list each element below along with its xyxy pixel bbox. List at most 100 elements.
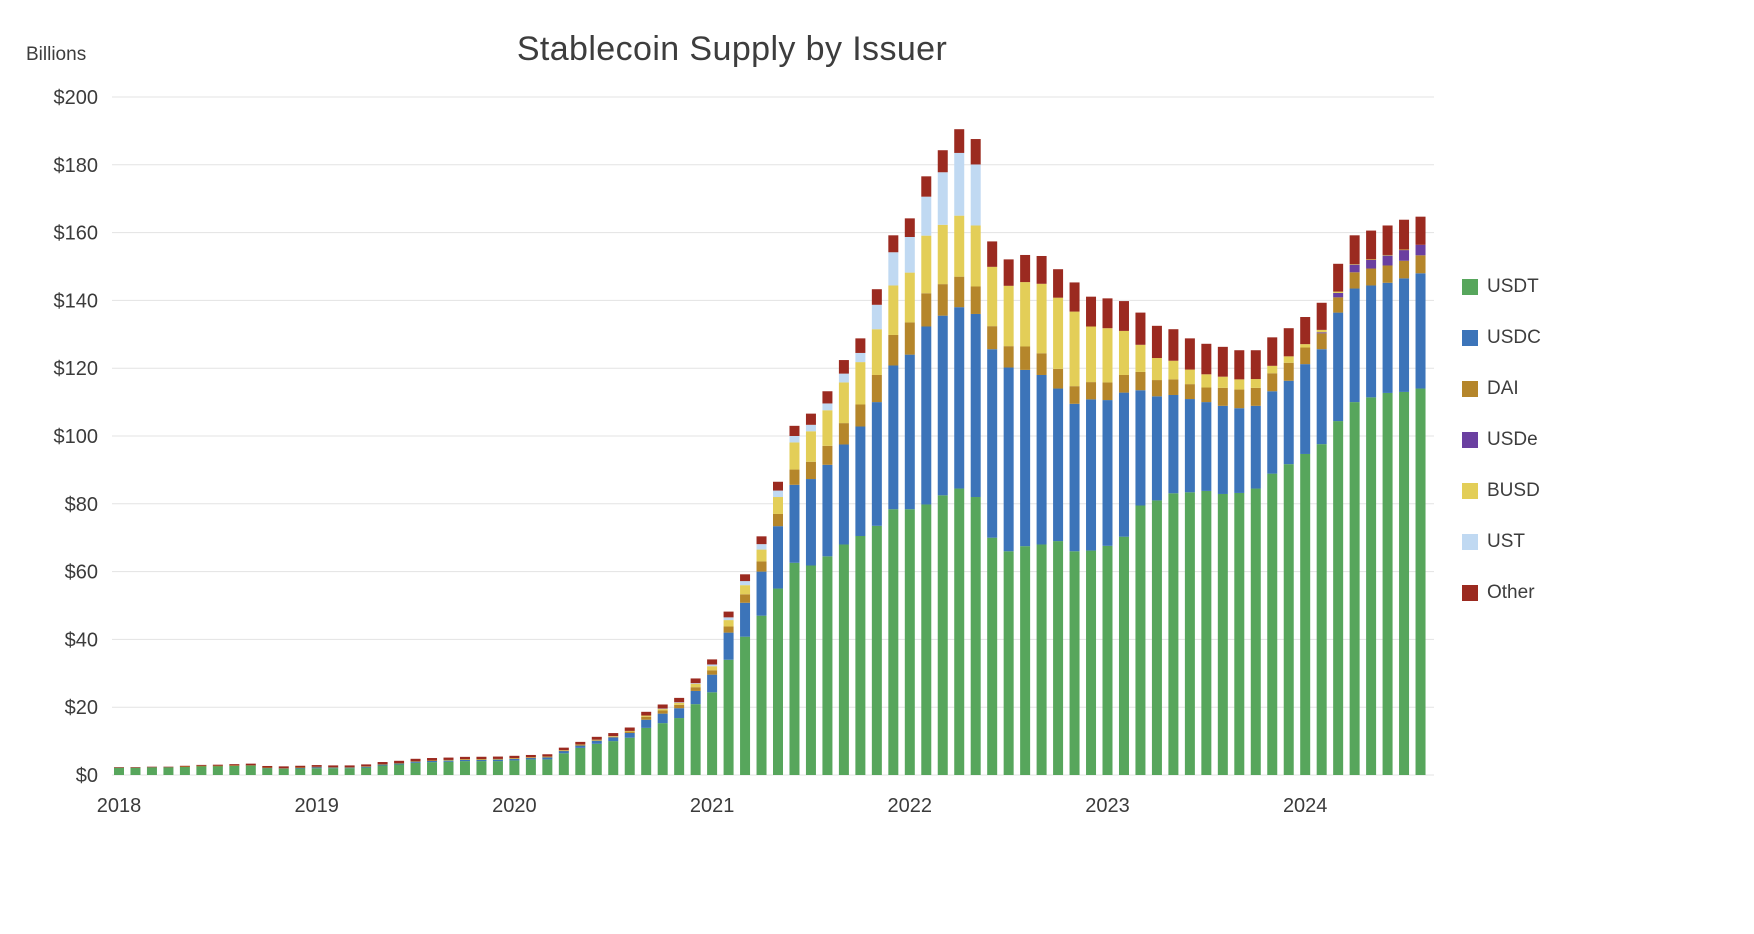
stacked-bar-2021-02	[723, 611, 734, 775]
stacked-bar-2022-08	[1020, 254, 1031, 775]
stacked-bar-2018-07	[212, 764, 223, 775]
y-axis-title: Billions	[26, 44, 87, 65]
stacked-bar-2022-06	[987, 241, 998, 775]
y-tick-label: $160	[54, 223, 99, 245]
stacked-bar-2018-09	[245, 763, 256, 775]
stacked-bar-2023-07	[1201, 343, 1212, 775]
y-tick-label: $0	[76, 765, 98, 787]
y-tick-label: $140	[54, 290, 99, 312]
stacked-bar-2023-01	[1102, 298, 1113, 775]
legend-swatch-busd	[1462, 483, 1478, 499]
y-tick-label: $180	[54, 155, 99, 177]
legend-swatch-usde	[1462, 432, 1478, 448]
y-tick-label: $200	[54, 87, 99, 109]
stacked-bar-2020-05	[575, 741, 586, 775]
stacked-bar-2018-08	[229, 764, 240, 775]
stacked-bar-2020-01	[509, 755, 520, 775]
legend-label: UST	[1487, 531, 1525, 552]
stacked-bar-2019-06	[394, 760, 405, 775]
stacked-bar-2022-09	[1036, 255, 1047, 775]
stacked-bar-2024-05	[1366, 230, 1377, 775]
legend-label: Other	[1487, 582, 1535, 603]
stacked-bar-2020-08	[624, 727, 635, 775]
legend-label: DAI	[1487, 378, 1519, 399]
stacked-bar-2023-03	[1135, 312, 1146, 775]
x-tick-label: 2018	[97, 795, 142, 817]
legend-label: USDe	[1487, 429, 1538, 450]
x-tick-label: 2019	[294, 795, 339, 817]
stacked-bar-2019-12	[492, 756, 503, 775]
stacked-bar-2019-10	[459, 756, 470, 775]
stacked-bar-2019-08	[427, 758, 438, 775]
stacked-bar-2019-05	[377, 762, 388, 775]
x-tick-label: 2024	[1283, 795, 1328, 817]
stacked-bar-2021-11	[871, 289, 882, 776]
stacked-bar-2022-07	[1003, 259, 1014, 775]
x-tick-label: 2022	[888, 795, 933, 817]
stacked-bar-2019-11	[476, 756, 487, 775]
stacked-bar-2018-05	[179, 765, 190, 775]
stacked-bar-2022-05	[970, 139, 981, 775]
legend-item-usde: USDe	[1462, 429, 1541, 451]
stacked-bar-2019-09	[443, 757, 454, 775]
y-tick-label: $120	[54, 358, 99, 380]
stacked-bar-2020-09	[641, 711, 652, 775]
stacked-bar-2020-10	[657, 704, 668, 775]
stacked-bar-2023-10	[1250, 350, 1261, 775]
legend-item-usdc: USDC	[1462, 327, 1541, 349]
stacked-bar-2021-06	[789, 425, 800, 775]
legend-label: USDT	[1487, 276, 1539, 297]
stacked-bar-2020-02	[525, 754, 536, 775]
stacked-bar-2023-08	[1217, 346, 1228, 775]
legend-item-busd: BUSD	[1462, 480, 1541, 502]
y-tick-label: $40	[65, 629, 98, 651]
stacked-bar-2022-12	[1086, 296, 1097, 775]
stacked-bar-2018-03	[146, 766, 157, 775]
y-tick-label: $20	[65, 697, 98, 719]
legend-swatch-usdc	[1462, 330, 1478, 346]
stacked-bar-2024-04	[1349, 235, 1360, 775]
stacked-bar-2022-02	[921, 176, 932, 775]
legend-item-ust: UST	[1462, 531, 1541, 553]
stacked-bar-2024-06	[1382, 225, 1393, 775]
y-tick-label: $60	[65, 562, 98, 584]
stacked-bar-2022-03	[937, 150, 948, 775]
stacked-bar-2021-10	[855, 338, 866, 775]
stacked-bar-2021-01	[707, 659, 718, 775]
legend-item-dai: DAI	[1462, 378, 1541, 400]
stacked-bar-2018-01	[114, 767, 124, 775]
stacked-bar-2020-04	[558, 747, 569, 775]
stacked-bar-2018-04	[163, 766, 174, 775]
stacked-bar-2023-05	[1168, 329, 1179, 775]
stacked-bar-2020-03	[542, 754, 553, 775]
stacked-bar-2021-12	[888, 235, 899, 775]
legend-swatch-other	[1462, 585, 1478, 601]
stacked-bar-2019-03	[344, 765, 355, 775]
stacked-bar-2018-06	[196, 764, 207, 775]
stacked-bar-2022-01	[904, 218, 915, 775]
stacked-bar-2021-08	[822, 391, 833, 776]
stacked-bar-2023-02	[1118, 301, 1129, 775]
stacked-bar-2019-01	[311, 765, 322, 775]
legend-label: USDC	[1487, 327, 1541, 348]
chart-title: Stablecoin Supply by Issuer	[516, 30, 948, 68]
stacked-bar-2020-12	[690, 678, 701, 775]
stacked-bar-2021-09	[838, 360, 849, 775]
y-tick-label: $80	[65, 494, 98, 516]
stacked-bar-2022-10	[1053, 269, 1064, 775]
stacked-bar-2023-12	[1283, 328, 1294, 775]
stacked-bar-2023-04	[1151, 325, 1162, 775]
stacked-bar-2018-10	[262, 765, 273, 775]
stacked-bar-2024-02	[1316, 302, 1327, 775]
legend-item-usdt: USDT	[1462, 276, 1541, 298]
stacked-bar-2019-04	[361, 764, 372, 775]
stacked-bar-2022-11	[1069, 282, 1080, 775]
stacked-bar-2019-02	[328, 765, 339, 775]
stacked-bar-2021-04	[756, 536, 767, 775]
legend-item-other: Other	[1462, 582, 1541, 604]
x-tick-label: 2021	[690, 795, 735, 817]
stacked-bar-2021-05	[773, 481, 783, 775]
stacked-bar-2018-12	[295, 765, 306, 775]
